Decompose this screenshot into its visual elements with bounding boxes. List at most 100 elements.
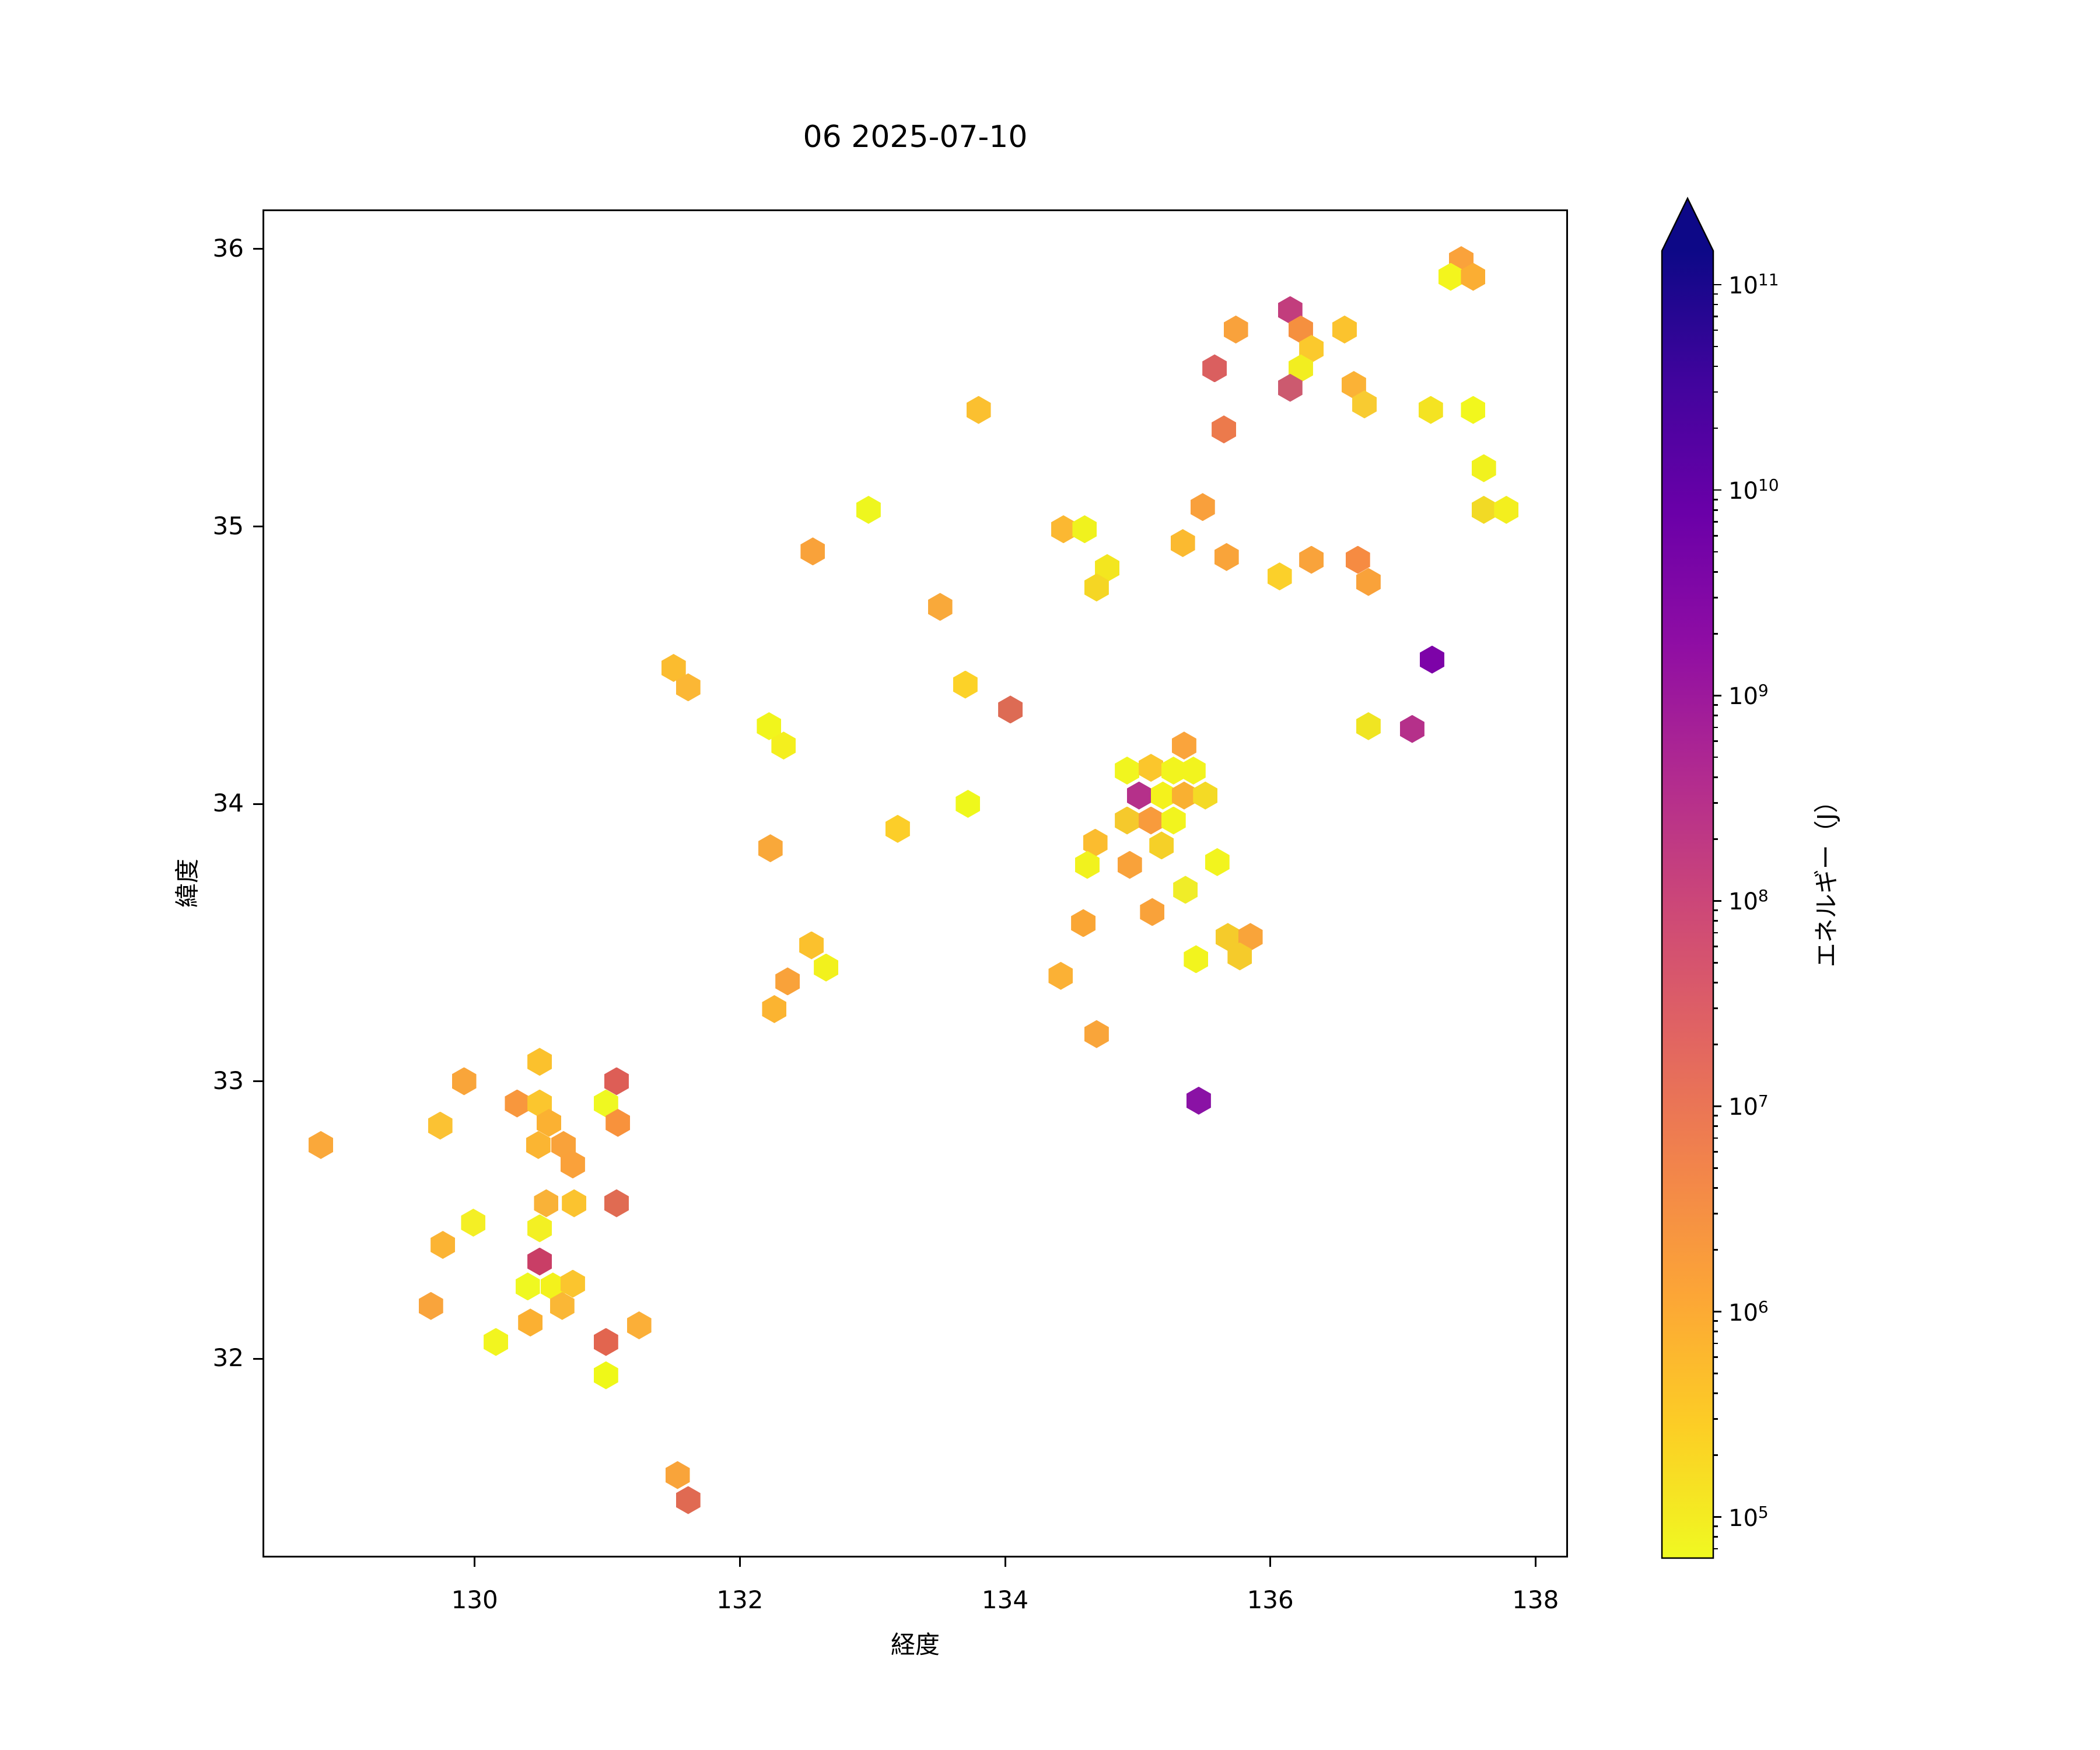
- hexbin-cell: [998, 695, 1023, 724]
- colorbar-minor-tick: [1713, 365, 1718, 368]
- hexbin-cell: [1170, 529, 1195, 558]
- y-tick-label: 33: [212, 1066, 244, 1095]
- colorbar-minor-tick: [1713, 499, 1718, 501]
- hexbin-cell: [593, 1328, 618, 1356]
- hexbin-cell: [775, 967, 800, 996]
- hexbin-cell: [1356, 568, 1381, 596]
- colorbar-minor-tick: [1713, 1044, 1718, 1045]
- colorbar-minor-tick: [1713, 303, 1718, 306]
- colorbar-minor-tick: [1713, 1249, 1718, 1251]
- hexbin-cell: [1139, 806, 1164, 835]
- colorbar-minor-tick: [1713, 1342, 1718, 1345]
- hexbin-cell: [1084, 1020, 1109, 1048]
- hexbin-cell: [1117, 850, 1142, 879]
- hexbin-cell: [1356, 712, 1381, 740]
- hexbin-cell: [527, 1247, 552, 1276]
- hexbin-cell: [604, 1067, 629, 1096]
- hexbin-cell: [1345, 545, 1370, 574]
- x-tick: [1004, 1558, 1006, 1567]
- colorbar-minor-tick: [1713, 715, 1718, 716]
- x-tick: [1534, 1558, 1536, 1567]
- colorbar-minor-tick: [1713, 962, 1718, 964]
- colorbar-minor-tick: [1713, 521, 1718, 523]
- hexbin-cell: [1399, 715, 1424, 743]
- hexbin-cell: [1212, 415, 1237, 444]
- hexbin-cell: [418, 1292, 443, 1320]
- hexbin-cell: [534, 1189, 559, 1217]
- y-tick: [253, 248, 262, 250]
- hexbin-cell: [606, 1108, 631, 1137]
- y-axis-label: 緯度: [173, 858, 202, 908]
- hexbin-cell: [676, 673, 701, 702]
- colorbar-tick-label: 106: [1728, 1297, 1769, 1326]
- colorbar-minor-tick: [1713, 509, 1718, 511]
- colorbar-minor-tick: [1713, 1115, 1718, 1116]
- hexbin-cell: [452, 1067, 477, 1096]
- hexbin-cell: [1115, 806, 1140, 835]
- colorbar-minor-tick: [1713, 946, 1718, 947]
- colorbar-minor-tick: [1713, 704, 1718, 706]
- hexbin-cell: [1074, 850, 1100, 879]
- hexbin-cell: [856, 495, 881, 524]
- colorbar-minor-tick: [1713, 982, 1718, 984]
- colorbar-minor-tick: [1713, 1392, 1718, 1394]
- hexbin-cell: [799, 931, 824, 960]
- hexbin-cell: [562, 1189, 587, 1217]
- hexbin-cell: [505, 1089, 530, 1118]
- colorbar-major-tick: [1713, 695, 1721, 696]
- hexbin-cell: [1071, 909, 1096, 937]
- hexbin-cell: [1193, 781, 1218, 810]
- y-tick: [253, 526, 262, 527]
- hexbin-cell: [928, 593, 953, 621]
- colorbar-tick-label: 109: [1728, 681, 1769, 710]
- hexbin-cell: [762, 995, 787, 1023]
- y-tick-label: 36: [212, 233, 244, 262]
- hexbin-cell: [1214, 542, 1239, 571]
- colorbar-tick-label: 105: [1728, 1502, 1769, 1532]
- hexbin-cell: [537, 1108, 562, 1137]
- hexbin-cell: [1494, 495, 1519, 524]
- colorbar-minor-tick: [1713, 1373, 1718, 1374]
- hexbin-cell: [1171, 732, 1196, 760]
- hexbin-cell: [758, 834, 783, 863]
- y-tick-label: 32: [212, 1343, 244, 1373]
- colorbar-tick-label: 108: [1728, 886, 1769, 916]
- x-axis-label: 経度: [890, 1630, 940, 1659]
- hexbin-cell: [1471, 454, 1496, 482]
- colorbar-major-tick: [1713, 489, 1721, 491]
- colorbar-minor-tick: [1713, 838, 1718, 840]
- hexbin-cell: [526, 1130, 551, 1159]
- hexbin-cell: [814, 953, 839, 982]
- colorbar-tick-label: 1010: [1728, 475, 1779, 505]
- colorbar-minor-tick: [1713, 932, 1718, 934]
- y-tick: [253, 1080, 262, 1083]
- hexbin-cell: [527, 1048, 552, 1076]
- chart-title: 06 2025-07-10: [803, 120, 1028, 155]
- hexbin-cell: [430, 1231, 456, 1259]
- hexbin-cell: [550, 1292, 575, 1320]
- colorbar-minor-tick: [1713, 909, 1718, 911]
- hexbin-cell: [527, 1214, 552, 1242]
- hexbin-cell: [771, 732, 796, 760]
- colorbar-minor-tick: [1713, 571, 1718, 573]
- hexbin-cell: [1181, 756, 1206, 785]
- y-tick: [253, 803, 262, 805]
- hexbin-cell: [1461, 396, 1486, 424]
- colorbar-minor-tick: [1713, 1213, 1718, 1214]
- colorbar-minor-tick: [1713, 1525, 1718, 1527]
- hexbin-cell: [1278, 373, 1303, 402]
- hexbin-cell: [604, 1189, 629, 1217]
- y-tick-label: 34: [212, 789, 244, 818]
- hexbin-cell: [1267, 562, 1292, 591]
- colorbar-minor-tick: [1713, 597, 1718, 598]
- colorbar-minor-tick: [1713, 1007, 1718, 1009]
- hexbin-cell: [1471, 495, 1496, 524]
- hexbin-cell: [953, 670, 978, 699]
- hexbin-cell: [1332, 315, 1357, 344]
- hexbin-cell: [966, 396, 991, 424]
- colorbar-minor-tick: [1713, 776, 1718, 778]
- colorbar-minor-tick: [1713, 1137, 1718, 1139]
- colorbar-minor-tick: [1713, 1356, 1718, 1358]
- hexbin-cell: [1223, 315, 1248, 344]
- hexbin-cell: [885, 814, 910, 843]
